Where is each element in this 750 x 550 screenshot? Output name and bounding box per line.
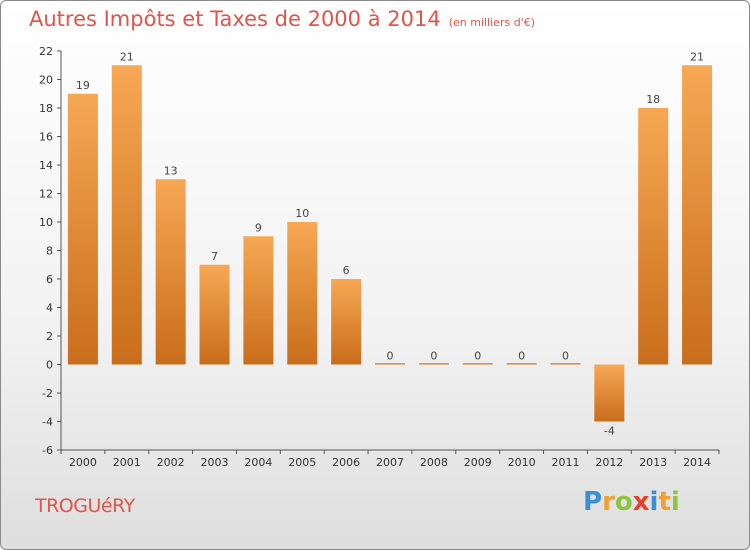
bar-2011 <box>550 363 581 365</box>
bar-2003 <box>199 264 230 365</box>
y-tick-label-20: 20 <box>39 74 53 87</box>
chart-title: Autres Impôts et Taxes de 2000 à 2014 <box>29 7 441 31</box>
axes-layer: 2000 2001 2002 2003 2004 2005 2006 2007 2008 2009… <box>39 45 720 469</box>
y-tick-label-16: 16 <box>39 131 53 144</box>
x-tick-label-2009: 2009 <box>464 456 492 469</box>
y-tick-label-18: 18 <box>39 102 53 115</box>
bars-layer <box>67 65 713 422</box>
value-label-2013: 18 <box>646 93 660 106</box>
x-tick-label-2005: 2005 <box>288 456 316 469</box>
bar-2012 <box>594 364 625 422</box>
value-label-2003: 7 <box>211 250 218 263</box>
bar-2008 <box>418 363 449 365</box>
y-tick-label-22: 22 <box>39 45 53 58</box>
bar-2009 <box>462 363 493 365</box>
bar-2006 <box>331 279 362 365</box>
value-label-2007: 0 <box>387 350 394 363</box>
y-tick-label-8: 8 <box>46 245 53 258</box>
title-block: Autres Impôts et Taxes de 2000 à 2014 (en… <box>29 7 535 31</box>
chart-subtitle: (en milliers d'€) <box>448 16 535 29</box>
x-tick-label-2012: 2012 <box>595 456 623 469</box>
value-label-2008: 0 <box>430 350 437 363</box>
bar-2014 <box>682 65 713 365</box>
value-label-2012: -4 <box>604 425 615 438</box>
value-label-2000: 19 <box>76 79 90 92</box>
x-tick-label-2014: 2014 <box>683 456 711 469</box>
y-tick-label-14: 14 <box>39 159 53 172</box>
logo-letter: o <box>614 487 633 517</box>
bar-2000 <box>67 93 98 365</box>
y-tick-label-12: 12 <box>39 188 53 201</box>
value-label-2009: 0 <box>474 350 481 363</box>
x-tick-label-2013: 2013 <box>639 456 667 469</box>
commune-name: TROGUéRY <box>35 495 135 517</box>
logo-letter: x <box>632 487 650 517</box>
bar-2007 <box>375 363 405 365</box>
y-tick-label-10: 10 <box>39 216 53 229</box>
x-tick-label-2010: 2010 <box>508 456 536 469</box>
value-labels-layer: 19 21 13 7 9 10 6 0 0 0 0 0 -4 18 21 <box>76 50 704 437</box>
x-tick-label-2006: 2006 <box>332 456 360 469</box>
x-tick-label-2003: 2003 <box>201 456 229 469</box>
value-label-2004: 9 <box>255 221 262 234</box>
bar-2001 <box>111 65 142 365</box>
x-tick-label-2001: 2001 <box>113 456 141 469</box>
value-label-2001: 21 <box>120 50 134 63</box>
value-label-2011: 0 <box>562 350 569 363</box>
x-tick-label-2008: 2008 <box>420 456 448 469</box>
logo-letter: i <box>649 487 659 517</box>
bar-2013 <box>638 108 669 365</box>
y-tick-label--4: -4 <box>42 416 53 429</box>
bar-2004 <box>243 236 274 365</box>
y-tick-label-4: 4 <box>46 302 53 315</box>
value-label-2005: 10 <box>295 207 309 220</box>
x-tick-label-2004: 2004 <box>244 456 272 469</box>
proxiti-logo[interactable]: Proxiti <box>583 487 680 517</box>
y-tick-label-0: 0 <box>46 359 53 372</box>
bar-2002 <box>155 179 186 365</box>
logo-letter: r <box>602 487 615 517</box>
value-label-2006: 6 <box>343 264 350 277</box>
bar-2010 <box>506 363 537 365</box>
logo-letter: t <box>658 487 671 517</box>
x-tick-label-2000: 2000 <box>69 456 97 469</box>
y-tick-label-2: 2 <box>46 330 53 343</box>
logo-letter: i <box>670 487 680 517</box>
y-tick-label--6: -6 <box>42 444 53 457</box>
value-label-2002: 13 <box>164 164 178 177</box>
value-label-2014: 21 <box>690 50 704 63</box>
value-label-2010: 0 <box>518 350 525 363</box>
x-tick-label-2007: 2007 <box>376 456 404 469</box>
logo-letter: P <box>583 487 603 517</box>
y-tick-label--2: -2 <box>42 387 53 400</box>
x-tick-label-2011: 2011 <box>551 456 579 469</box>
x-tick-label-2002: 2002 <box>157 456 185 469</box>
bar-2005 <box>287 222 318 365</box>
y-tick-label-6: 6 <box>46 273 53 286</box>
